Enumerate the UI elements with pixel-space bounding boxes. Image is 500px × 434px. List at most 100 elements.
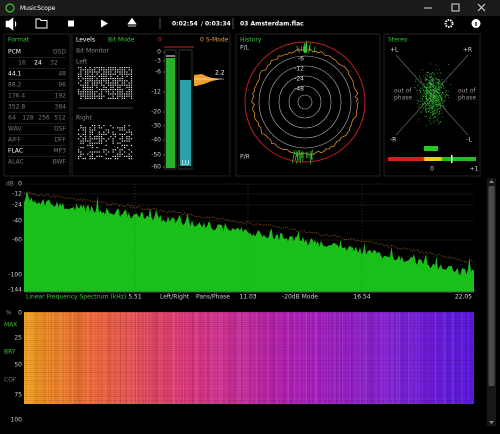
stereo-dot bbox=[431, 83, 433, 84]
format-option: DFF bbox=[54, 137, 66, 144]
history-ring bbox=[258, 55, 352, 149]
bit-dot bbox=[107, 151, 110, 153]
app-icon bbox=[5, 3, 15, 13]
spectrogram-streak bbox=[61, 312, 63, 404]
mode-option[interactable]: MAX bbox=[4, 322, 17, 329]
volume-button[interactable] bbox=[5, 17, 17, 31]
bit-dot bbox=[119, 133, 121, 135]
stereo-dot bbox=[428, 86, 430, 88]
stereo-dot bbox=[431, 83, 432, 84]
bit-dot bbox=[130, 91, 133, 93]
scroll-up[interactable] bbox=[489, 180, 494, 183]
stereo-dot bbox=[447, 94, 449, 96]
spectrum-peak-trace bbox=[23, 191, 475, 264]
stereo-dot bbox=[423, 82, 424, 84]
open-button[interactable] bbox=[35, 18, 48, 29]
bit-dot bbox=[87, 153, 89, 155]
stereo-dot bbox=[426, 108, 428, 110]
spectrogram-streak bbox=[328, 312, 330, 404]
stereo-dot bbox=[421, 104, 423, 106]
stereo-dot bbox=[427, 92, 428, 93]
bit-dot bbox=[84, 86, 87, 88]
spectrogram-streak bbox=[168, 312, 169, 404]
bit-dot bbox=[82, 93, 84, 95]
stereo-dot bbox=[433, 85, 435, 87]
spectrogram-streak bbox=[436, 312, 438, 404]
spectrogram-streak bbox=[336, 312, 337, 404]
bit-dot bbox=[121, 67, 123, 69]
stereo-dot bbox=[440, 102, 442, 104]
bit-dot bbox=[84, 140, 87, 142]
bit-dot bbox=[78, 149, 80, 151]
mode-option[interactable]: -20dB Mode bbox=[282, 294, 318, 301]
spectrogram-streak bbox=[315, 312, 316, 404]
spectrogram-streak bbox=[193, 312, 195, 404]
spectrogram-band bbox=[24, 358, 474, 359]
bit-dot bbox=[119, 71, 121, 73]
bit-dot bbox=[87, 97, 89, 99]
bit-dot bbox=[114, 84, 116, 86]
spectrogram-band bbox=[24, 346, 474, 347]
stereo-dot bbox=[418, 118, 420, 120]
bit-dot bbox=[126, 84, 128, 86]
stereo-dot bbox=[426, 98, 428, 100]
bit-dot bbox=[89, 69, 91, 71]
stereo-dot bbox=[432, 77, 434, 79]
maximize-button[interactable] bbox=[451, 3, 460, 12]
stereo-dot bbox=[427, 76, 429, 78]
stereo-dot bbox=[429, 77, 430, 79]
spectrogram-streak bbox=[379, 312, 381, 404]
stereo-dot bbox=[440, 95, 441, 97]
bit-dot bbox=[130, 78, 133, 80]
spectrogram-streak bbox=[361, 312, 363, 404]
spectrogram-band bbox=[24, 338, 474, 339]
mode-option[interactable]: COF bbox=[4, 377, 17, 384]
scroll-down[interactable] bbox=[489, 421, 494, 424]
stereo-dot bbox=[444, 96, 446, 97]
spectrogram-streak bbox=[132, 312, 133, 404]
bit-dot bbox=[87, 91, 89, 93]
close-button[interactable] bbox=[477, 3, 486, 12]
bit-dot bbox=[105, 140, 107, 142]
stereo-dot bbox=[431, 85, 433, 86]
bit-dot bbox=[130, 131, 133, 133]
settings-button[interactable] bbox=[444, 19, 454, 28]
stereo-dot bbox=[429, 93, 431, 95]
spectrogram-streak bbox=[114, 312, 115, 404]
stereo-dot bbox=[433, 99, 435, 101]
bit-dot bbox=[94, 127, 96, 129]
stereo-dot bbox=[430, 89, 432, 91]
mode-option[interactable]: Pans/Phase bbox=[196, 294, 230, 301]
bit-dot bbox=[98, 89, 100, 91]
stereo-dot bbox=[434, 91, 435, 93]
bit-dot bbox=[128, 136, 130, 138]
history-spike bbox=[311, 149, 314, 156]
stereo-dot bbox=[425, 78, 427, 80]
scrollbar-thumb[interactable] bbox=[488, 186, 495, 386]
spectrogram-streak bbox=[243, 312, 244, 404]
bit-dot bbox=[101, 89, 103, 91]
stereo-dot bbox=[435, 112, 437, 114]
stereo-dot bbox=[437, 92, 439, 93]
bit-dot bbox=[112, 133, 114, 135]
stereo-dot bbox=[429, 75, 430, 77]
stereo-dot bbox=[429, 107, 431, 109]
mode-option[interactable]: BRY bbox=[4, 349, 16, 356]
spectrogram-streak bbox=[55, 312, 57, 404]
stereo-dot bbox=[441, 86, 442, 88]
stop-button[interactable] bbox=[68, 20, 74, 27]
mode-option[interactable]: Left/Right bbox=[160, 294, 190, 301]
stereo-dot bbox=[431, 105, 433, 106]
stereo-dot bbox=[433, 79, 434, 80]
format-option: 192 bbox=[55, 93, 67, 100]
eject-button[interactable] bbox=[127, 17, 137, 27]
bit-dot bbox=[96, 138, 98, 140]
mode-label: Bit Mode bbox=[108, 37, 135, 44]
bit-dot bbox=[91, 89, 93, 91]
spectrogram-streak bbox=[75, 312, 76, 404]
bit-dot bbox=[101, 91, 103, 93]
bit-dot bbox=[78, 67, 80, 69]
spectrogram-streak bbox=[244, 312, 246, 404]
play-button[interactable] bbox=[101, 19, 108, 28]
panel-frame bbox=[383, 33, 481, 177]
